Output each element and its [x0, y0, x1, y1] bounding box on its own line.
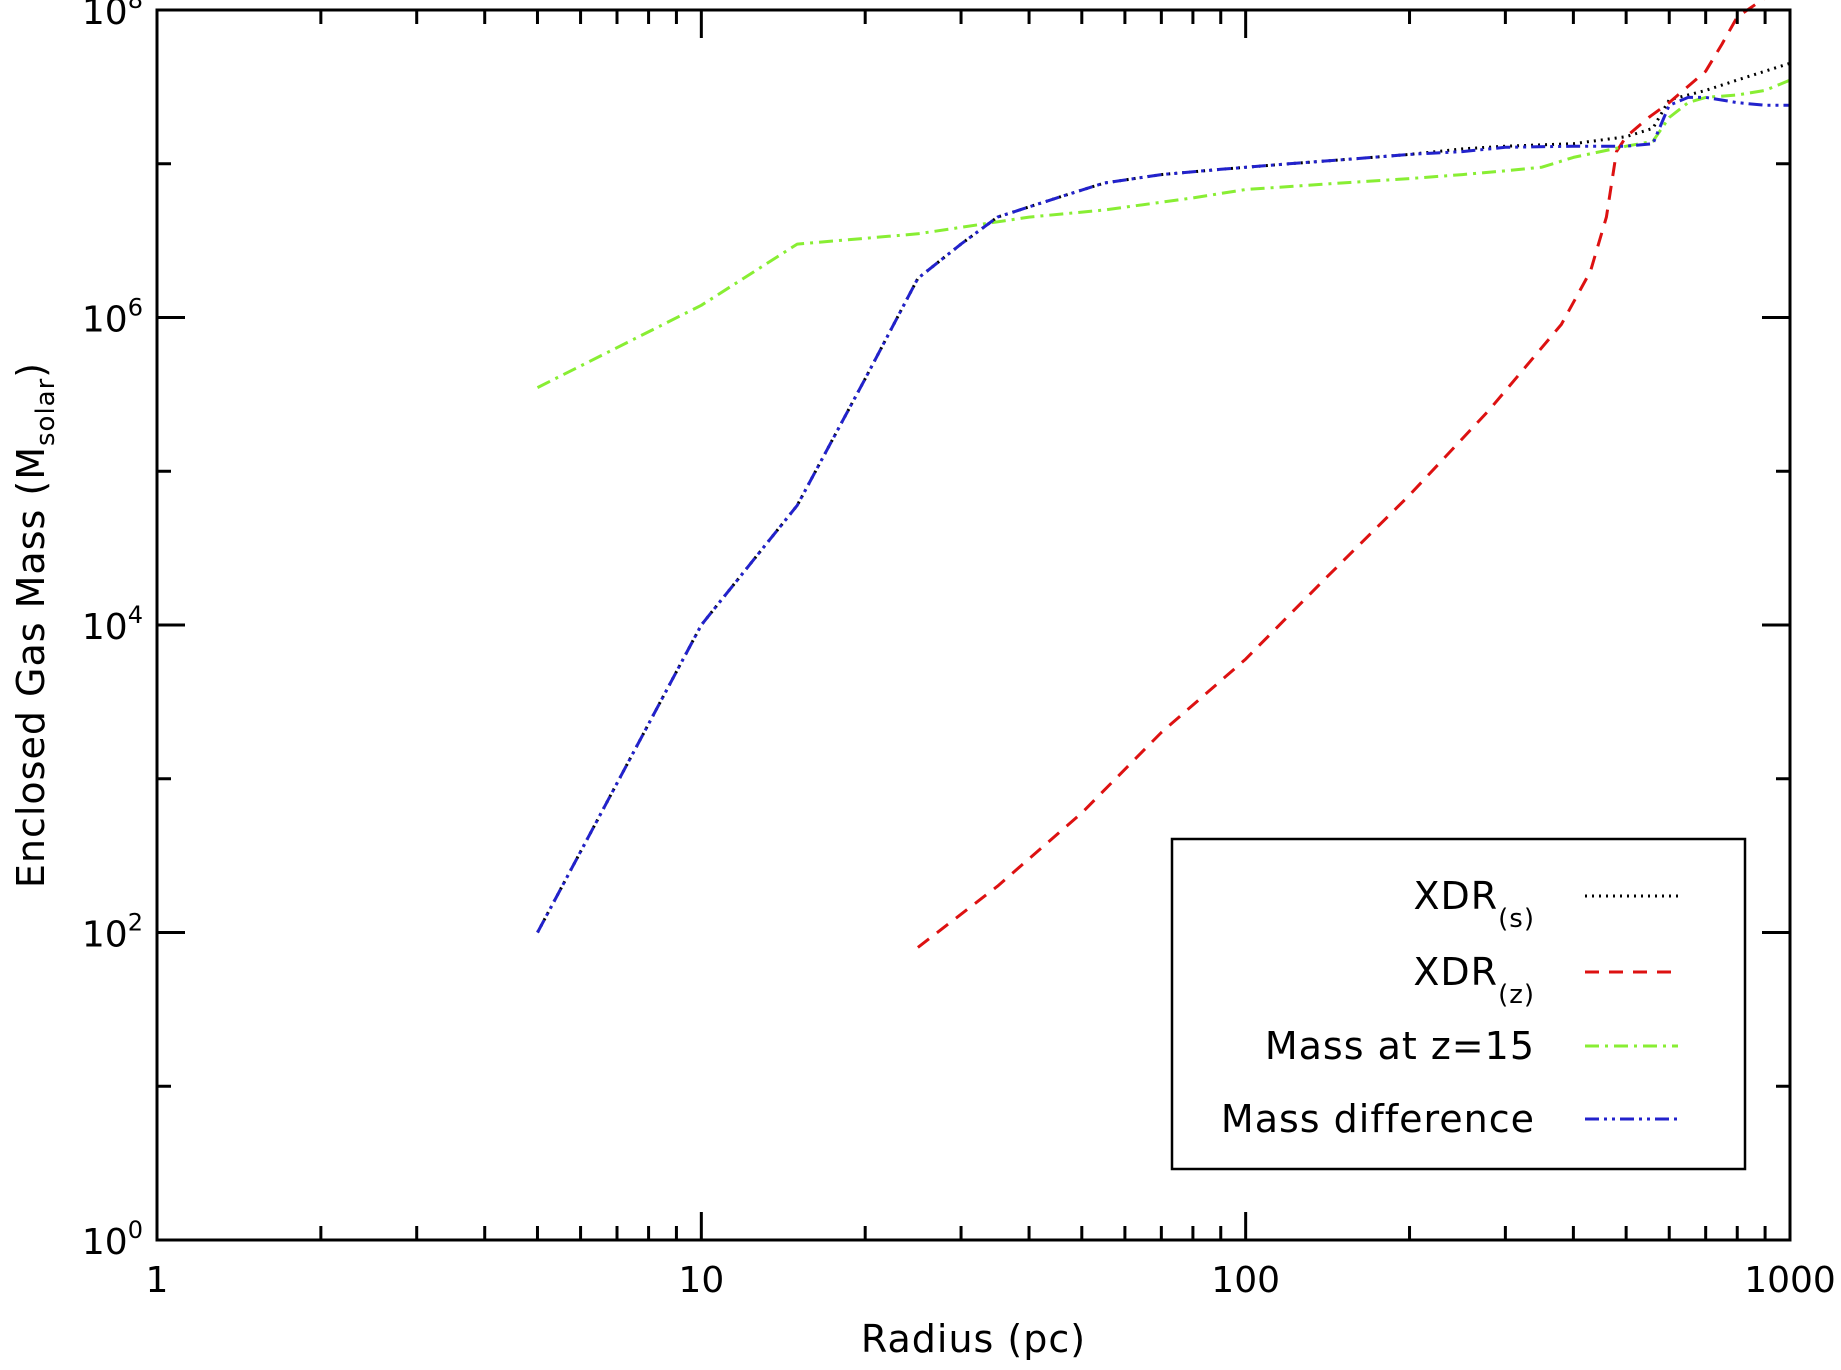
x-tick-label: 10 [678, 1260, 724, 1301]
legend-box [1170, 837, 1747, 1171]
series-line-mass-difference [536, 95, 1790, 934]
y-axis-label-main: Enclosed Gas Mass (M [9, 446, 53, 888]
y-tick-label: 106 [82, 294, 143, 341]
legend-label: Mass difference [1221, 1097, 1535, 1141]
y-tick-label: 108 [82, 0, 143, 33]
x-tick-label: 1000 [1744, 1260, 1836, 1301]
x-tick-label: 100 [1211, 1260, 1280, 1301]
legend: XDR(s) XDR(z) Mass at z=15 Mass difference [1170, 837, 1747, 1171]
y-axis-label-close: ) [9, 362, 53, 378]
legend-label: XDR(z) [1413, 950, 1535, 1010]
x-tick-label: 1 [146, 1260, 169, 1301]
y-tick-label: 100 [82, 1216, 143, 1263]
y-axis-label-sub: solar [31, 378, 61, 446]
y-tick-label: 102 [82, 909, 143, 956]
series-line-xdr-z- [916, 0, 1765, 949]
series-line-mass-at-z-15 [536, 78, 1791, 389]
tick-label-layer: 1 10 100 1000 100 102 104 106 108 [82, 0, 1836, 1301]
y-axis-label: Enclosed Gas Mass (Msolar) [9, 362, 61, 888]
legend-items: XDR(s) XDR(z) Mass at z=15 Mass difference [1221, 874, 1678, 1141]
legend-label: Mass at z=15 [1265, 1024, 1535, 1068]
series-layer [536, 0, 1791, 949]
x-axis-label: Radius (pc) [861, 1317, 1086, 1361]
y-tick-label: 104 [82, 601, 143, 648]
tick-layer [157, 10, 1790, 1240]
legend-label: XDR(s) [1413, 874, 1535, 934]
